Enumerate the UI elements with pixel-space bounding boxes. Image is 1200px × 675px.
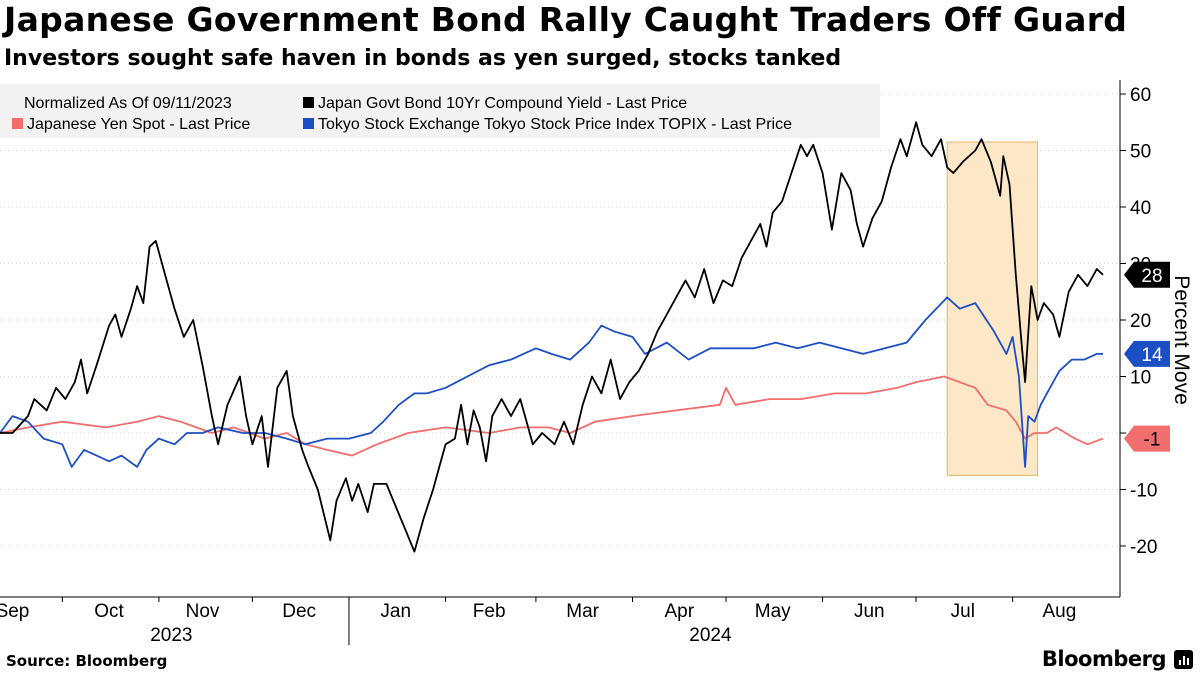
end-label-jgb: 28	[1124, 261, 1170, 288]
legend-label-topix: Tokyo Stock Exchange Tokyo Stock Price I…	[318, 116, 792, 133]
legend-background	[0, 84, 880, 138]
end-label-tag	[1124, 425, 1170, 452]
legend-label-yen: Japanese Yen Spot - Last Price	[27, 116, 250, 133]
chart-title: Japanese Government Bond Rally Caught Tr…	[4, 0, 1128, 39]
x-tick-label: Oct	[94, 601, 124, 622]
legend-note: Normalized As Of 09/11/2023	[24, 95, 232, 112]
legend-swatch-yen	[12, 118, 23, 129]
y-tick-label: -20	[1130, 537, 1157, 558]
y-tick-label: -10	[1130, 481, 1157, 502]
end-label-tag	[1124, 261, 1170, 288]
x-year-label: 2023	[150, 625, 192, 646]
y-axis-label: Percent Move	[1170, 275, 1193, 405]
y-tick-label: 20	[1130, 311, 1151, 332]
brand-logo-text: Bloomberg	[1041, 647, 1167, 671]
x-year-label: 2024	[689, 625, 732, 646]
y-tick-label: 60	[1130, 85, 1151, 106]
end-label-tag	[1124, 340, 1170, 367]
x-tick-label: Aug	[1042, 601, 1076, 622]
y-tick-label: 50	[1130, 142, 1151, 163]
series-line-topix	[0, 296, 1103, 468]
end-label-topix: 14	[1124, 340, 1170, 367]
x-tick-label: Sep	[0, 601, 29, 622]
source-note: Source: Bloomberg	[6, 652, 168, 670]
x-tick-label: Mar	[566, 601, 599, 622]
x-tick-label: Feb	[473, 601, 506, 622]
series-line-jgb	[0, 121, 1104, 553]
end-label-yen: -1	[1124, 425, 1170, 452]
end-value-labels: 28 -1 14	[1124, 261, 1170, 452]
brand-mark-icon	[1174, 650, 1193, 669]
x-tick-label: Jun	[854, 601, 885, 622]
series-lines	[0, 121, 1104, 553]
legend-swatch-topix	[303, 118, 314, 129]
x-tick-label: Jan	[380, 601, 411, 622]
legend-label-jgb: Japan Govt Bond 10Yr Compound Yield - La…	[318, 95, 687, 112]
end-label-value: -1	[1144, 430, 1161, 451]
series-line-yen	[0, 375, 1104, 457]
legend: Normalized As Of 09/11/2023 Japan Govt Bo…	[0, 84, 880, 138]
x-tick-label: May	[755, 601, 791, 622]
x-tick-label: Dec	[282, 601, 316, 622]
end-label-value: 14	[1141, 345, 1163, 366]
chart-subtitle: Investors sought safe haven in bonds as …	[4, 46, 842, 71]
x-tick-label: Nov	[186, 601, 220, 622]
x-tick-label: Jul	[951, 601, 975, 622]
end-label-value: 28	[1141, 266, 1162, 287]
legend-swatch-jgb	[303, 97, 314, 108]
y-tick-label: 10	[1130, 368, 1151, 389]
y-tick-label: 40	[1130, 198, 1151, 219]
x-tick-label: Apr	[664, 601, 694, 622]
